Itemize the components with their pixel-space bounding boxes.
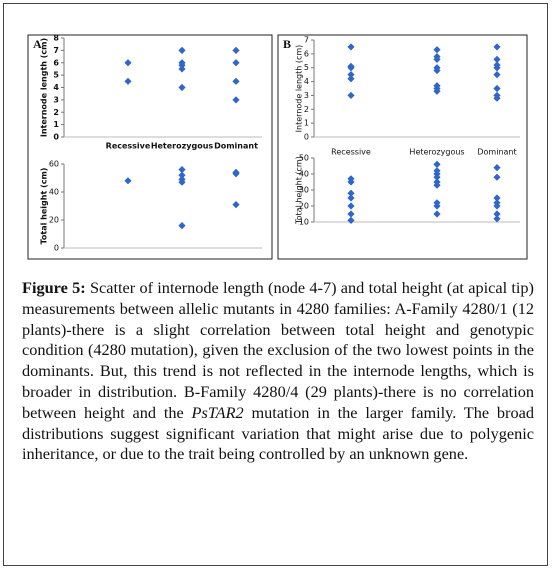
caption-label: Figure 5: [22,278,86,297]
data-point [433,202,441,210]
data-point [124,77,132,85]
data-point [493,215,501,223]
data-point [493,71,501,79]
x-tick-label: Recessive [331,148,371,157]
y-axis-label: Total height (cm) [40,168,49,245]
y-tick-label: 20 [299,202,309,211]
caption: Figure 5: Scatter of internode length (n… [22,278,534,465]
data-point [347,210,355,218]
panel-label: A [33,37,42,51]
data-point [493,55,501,63]
y-tick-label: 5 [53,71,59,80]
y-tick-label: 5 [304,63,309,72]
y-tick-label: 20 [49,216,59,225]
data-point [178,178,186,186]
y-tick-label: 4 [53,83,59,92]
data-point [178,61,186,69]
y-tick-label: 40 [49,188,59,197]
y-tick-label: 0 [304,133,309,142]
y-tick-label: 2 [304,105,309,114]
data-point [347,194,355,202]
data-point [433,173,441,181]
y-tick-label: 8 [53,34,59,43]
y-tick-label: 10 [299,218,309,227]
data-point [124,177,132,185]
data-point [347,91,355,100]
y-tick-label: 50 [299,154,309,163]
x-tick-label: Heterozygous [409,148,464,157]
caption-text: mutation in the larger family. The broad… [22,402,534,464]
data-point [433,46,441,54]
data-point [347,189,355,197]
data-point [493,43,501,51]
data-point [178,83,186,92]
data-point [178,222,186,230]
data-point [347,202,355,210]
data-point [232,59,240,67]
data-point [232,201,240,209]
data-point [433,160,441,168]
y-tick-label: 1 [53,120,59,129]
data-point [178,171,186,179]
x-tick-label: Dominant [214,142,258,151]
data-point [493,64,501,72]
caption-text: Scatter of internode length (node 4-7) a… [22,278,534,422]
y-tick-label: 3 [53,95,59,104]
data-point [178,46,186,54]
y-tick-label: 1 [304,119,309,128]
y-tick-label: 4 [304,77,309,86]
data-point [232,46,240,54]
panel-label: B [283,37,291,51]
y-tick-label: 0 [53,133,59,142]
data-point [347,178,355,186]
x-tick-label: Recessive [106,142,151,151]
y-tick-label: 2 [53,108,59,117]
y-tick-label: 60 [49,160,59,169]
data-point [232,77,240,85]
y-tick-label: 6 [304,49,309,58]
y-tick-label: 3 [304,91,309,100]
figure-frame [3,3,548,566]
data-point [493,164,501,172]
data-point [232,96,240,104]
y-tick-label: 40 [299,170,309,179]
y-axis-label: Internode length (cm) [295,45,304,133]
x-tick-label: Dominant [477,148,516,157]
data-point [493,194,501,202]
data-point [433,55,441,63]
y-tick-label: 7 [304,36,309,45]
data-point [178,65,186,73]
data-point [347,71,355,79]
data-point [433,87,441,95]
y-tick-label: 0 [54,244,59,253]
data-point [493,94,501,102]
data-point [347,43,355,51]
data-point [433,66,441,75]
caption-gene: PsTAR2 [191,402,244,422]
data-point [493,84,501,93]
data-point [232,170,240,178]
data-point [347,75,355,83]
data-point [493,210,501,218]
y-axis-label: Total height (cm) [295,156,304,225]
y-axis-label: Internode length (cm) [40,38,49,137]
panel-a-box [27,34,273,260]
data-point [124,59,132,67]
data-point [493,173,501,181]
panel-b-box [277,34,528,260]
data-point [433,181,441,189]
y-tick-label: 6 [53,58,59,67]
figure: A B 0 1 2 3 4 5 6 7 8 Internode length (cm) Recess… [27,34,528,260]
y-tick-label: 7 [53,46,59,55]
data-point [493,202,501,210]
data-point [433,210,441,218]
data-point [347,64,355,72]
data-point [347,216,355,224]
data-point [178,166,186,174]
y-tick-label: 30 [299,186,309,195]
x-tick-label: Heterozygous [151,142,214,151]
